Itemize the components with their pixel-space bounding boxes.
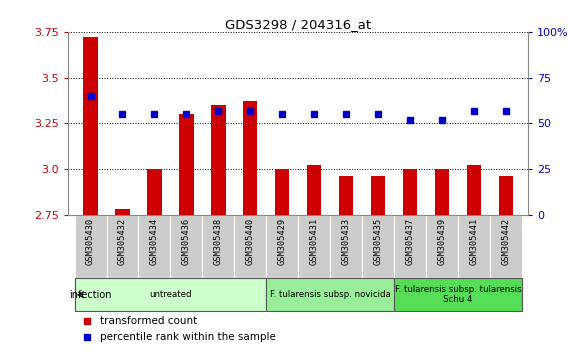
Bar: [362, 215, 394, 278]
Bar: [266, 278, 394, 311]
Bar: [330, 215, 362, 278]
Bar: [83, 38, 98, 215]
Text: GSM305441: GSM305441: [469, 218, 478, 265]
Bar: [467, 165, 481, 215]
Bar: [170, 215, 202, 278]
Bar: [139, 215, 170, 278]
Bar: [307, 165, 321, 215]
Text: GSM305431: GSM305431: [310, 218, 319, 265]
Bar: [243, 101, 257, 215]
Bar: [371, 176, 385, 215]
Text: GSM305434: GSM305434: [150, 218, 159, 265]
Text: GSM305438: GSM305438: [214, 218, 223, 265]
Text: GSM305437: GSM305437: [406, 218, 415, 265]
Bar: [202, 215, 235, 278]
Text: untreated: untreated: [149, 290, 191, 299]
Text: GSM305436: GSM305436: [182, 218, 191, 265]
Text: GSM305440: GSM305440: [246, 218, 255, 265]
Text: GSM305439: GSM305439: [437, 218, 446, 265]
Bar: [115, 209, 130, 215]
Bar: [235, 215, 266, 278]
Text: GSM305442: GSM305442: [502, 218, 511, 265]
Text: percentile rank within the sample: percentile rank within the sample: [101, 332, 276, 342]
Bar: [458, 215, 490, 278]
Bar: [490, 215, 522, 278]
Bar: [74, 278, 266, 311]
Text: F. tularensis subsp. novicida: F. tularensis subsp. novicida: [270, 290, 391, 299]
Text: transformed count: transformed count: [101, 316, 198, 326]
Bar: [339, 176, 353, 215]
Text: GSM305432: GSM305432: [118, 218, 127, 265]
Bar: [435, 169, 449, 215]
Bar: [403, 169, 417, 215]
Bar: [426, 215, 458, 278]
Bar: [211, 105, 225, 215]
Bar: [107, 215, 139, 278]
Bar: [266, 215, 298, 278]
Text: GSM305435: GSM305435: [374, 218, 383, 265]
Bar: [298, 215, 330, 278]
Text: infection: infection: [69, 290, 111, 300]
Bar: [179, 114, 194, 215]
Bar: [394, 278, 522, 311]
Text: F. tularensis subsp. tularensis
Schu 4: F. tularensis subsp. tularensis Schu 4: [395, 285, 521, 304]
Text: GSM305430: GSM305430: [86, 218, 95, 265]
Bar: [74, 215, 107, 278]
Bar: [499, 176, 513, 215]
Text: GSM305433: GSM305433: [341, 218, 350, 265]
Bar: [147, 169, 162, 215]
Text: GSM305429: GSM305429: [278, 218, 287, 265]
Title: GDS3298 / 204316_at: GDS3298 / 204316_at: [225, 18, 371, 31]
Bar: [394, 215, 426, 278]
Bar: [275, 169, 290, 215]
